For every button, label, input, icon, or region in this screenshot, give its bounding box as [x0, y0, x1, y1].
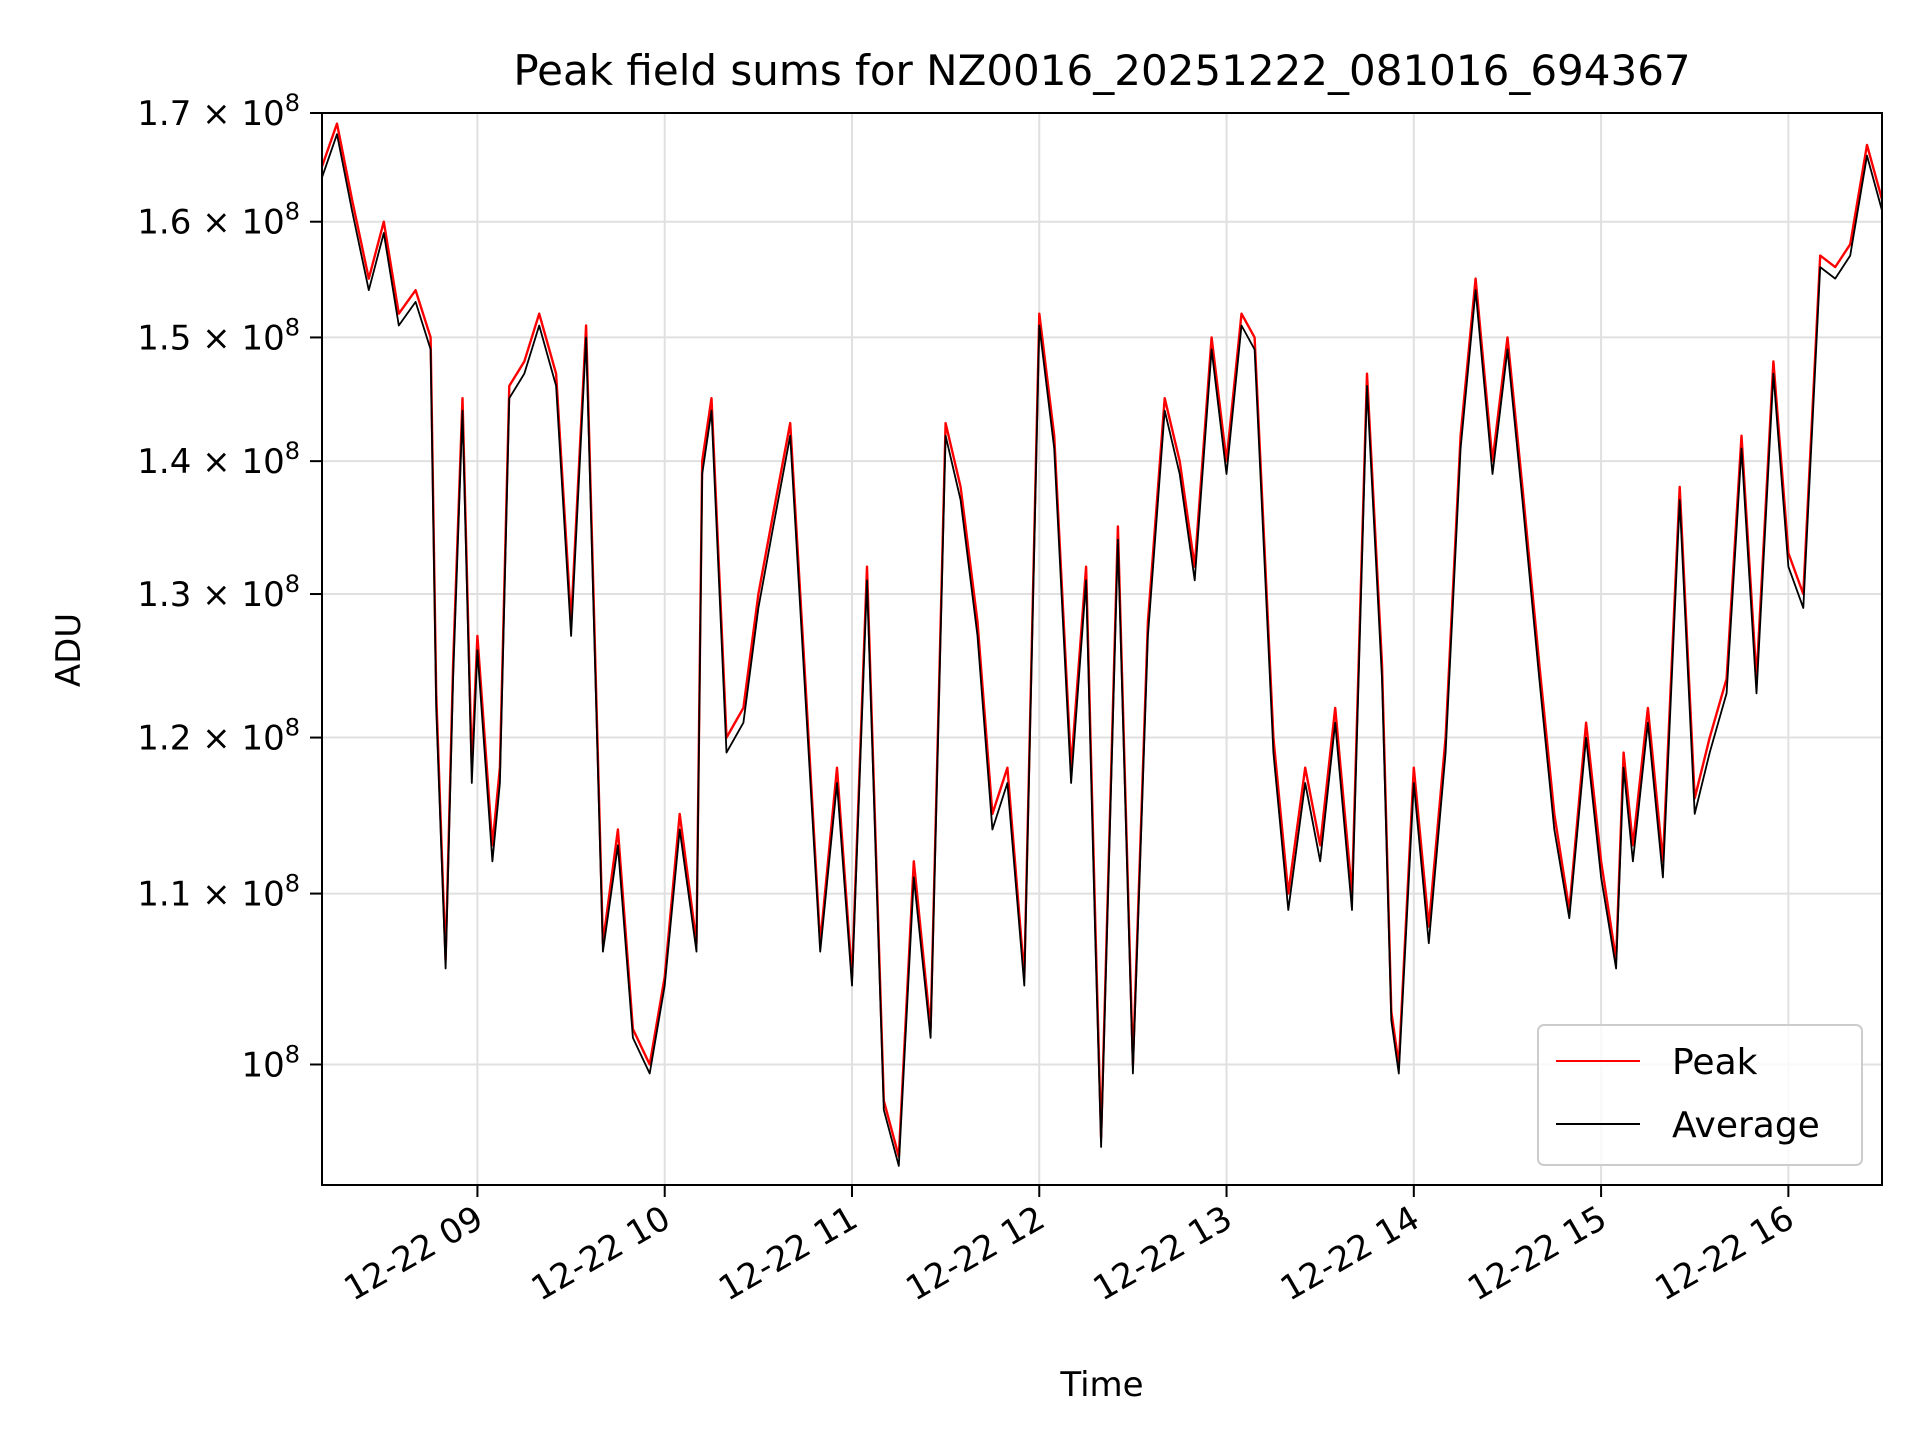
chart-title: Peak field sums for NZ0016_20251222_0810…: [513, 46, 1690, 95]
y-tick-exponent: 8: [285, 89, 300, 117]
y-tick-mantissa: 1.4: [137, 442, 191, 482]
y-tick-base: 10: [241, 203, 284, 243]
y-tick-mantissa: 1.5: [137, 318, 191, 358]
legend-label-peak: Peak: [1672, 1042, 1758, 1083]
y-tick-exponent: 8: [285, 313, 300, 341]
y-tick-times: ×: [191, 875, 241, 915]
y-tick-base: 10: [241, 875, 284, 915]
y-tick-mantissa: 1.6: [137, 203, 191, 243]
grid-lines: [322, 112, 1882, 1185]
y-tick-label: 1.5 × 108: [137, 313, 300, 358]
series-line-peak: [320, 122, 1884, 1158]
y-tick-base: 10: [241, 575, 284, 615]
y-tick-times: ×: [191, 203, 241, 243]
y-tick-base: 10: [241, 94, 284, 134]
y-tick-mantissa: 1.7: [137, 94, 191, 134]
y-tick-exponent: 8: [285, 437, 300, 465]
y-tick-mantissa: 1.2: [137, 719, 191, 759]
y-tick-base: 10: [241, 1045, 284, 1085]
y-tick-exponent: 8: [285, 570, 300, 598]
y-tick-exponent: 8: [285, 198, 300, 226]
y-tick-label: 108: [241, 1040, 300, 1085]
y-tick-mantissa: 1.1: [137, 875, 191, 915]
legend-label-average: Average: [1672, 1105, 1820, 1146]
y-tick-label: 1.2 × 108: [137, 714, 300, 759]
series-line-average: [321, 133, 1883, 1167]
y-tick-mantissa: 1.3: [137, 575, 191, 615]
series-lines: [320, 122, 1884, 1167]
y-tick-label: 1.1 × 108: [137, 870, 300, 915]
y-tick-times: ×: [191, 94, 241, 134]
y-tick-base: 10: [241, 719, 284, 759]
y-tick-label: 1.3 × 108: [137, 570, 300, 615]
y-tick-exponent: 8: [285, 1040, 300, 1068]
y-tick-exponent: 8: [285, 870, 300, 898]
y-tick-times: ×: [191, 719, 241, 759]
y-tick-times: ×: [191, 318, 241, 358]
y-tick-exponent: 8: [285, 714, 300, 742]
y-tick-label: 1.7 × 108: [137, 89, 300, 134]
y-tick-base: 10: [241, 318, 284, 358]
plot-frame: [321, 112, 1883, 1186]
y-tick-times: ×: [191, 442, 241, 482]
legend: Peak Average: [1537, 1024, 1863, 1166]
y-tick-label: 1.6 × 108: [137, 198, 300, 243]
y-axis-label: ADU: [49, 613, 89, 687]
x-axis-label: Time: [1059, 1365, 1143, 1405]
y-tick-label: 1.4 × 108: [137, 437, 300, 482]
y-tick-times: ×: [191, 575, 241, 615]
y-tick-base: 10: [241, 442, 284, 482]
